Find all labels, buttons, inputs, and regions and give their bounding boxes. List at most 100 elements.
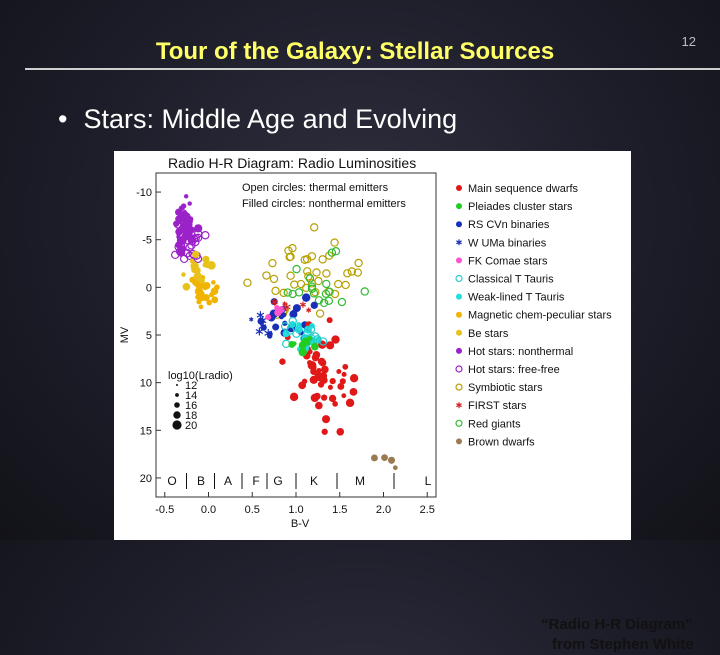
data-point — [341, 371, 347, 377]
data-point — [279, 288, 288, 298]
data-point — [318, 337, 328, 346]
y-tick-label: -10 — [136, 187, 152, 199]
data-point — [328, 394, 337, 403]
data-point — [255, 327, 264, 336]
size-legend-label: 14 — [185, 390, 197, 402]
y-tick-label: 15 — [140, 425, 152, 437]
data-point — [190, 261, 199, 271]
data-point — [187, 201, 192, 206]
data-point — [182, 282, 191, 291]
data-point — [185, 243, 194, 252]
legend-marker — [455, 365, 463, 373]
data-point — [326, 317, 333, 324]
data-point — [370, 454, 378, 462]
data-point — [202, 255, 210, 264]
slide-title: Tour of the Galaxy: Stellar Sources — [155, 38, 555, 65]
legend-label: Pleiades cluster stars — [468, 201, 573, 213]
data-point — [196, 299, 202, 305]
legend-marker — [456, 329, 462, 336]
x-tick-label: 1.5 — [332, 504, 347, 516]
data-point — [306, 307, 312, 313]
data-point — [202, 262, 208, 268]
legend-marker — [455, 383, 463, 391]
data-point — [345, 398, 355, 408]
spectral-class-label: L — [425, 474, 432, 488]
data-point — [332, 401, 338, 407]
data-point — [294, 288, 304, 297]
data-point — [315, 401, 323, 410]
data-point — [193, 272, 203, 281]
data-point — [249, 317, 254, 322]
data-point — [298, 347, 307, 357]
data-point — [324, 296, 333, 306]
data-point — [387, 456, 396, 464]
data-point — [314, 371, 323, 381]
data-point — [272, 323, 280, 331]
data-point — [201, 231, 210, 240]
data-point — [341, 393, 347, 399]
y-tick-label: 5 — [146, 330, 152, 342]
size-legend-label: 16 — [185, 400, 197, 412]
legend-label: FK Comae stars — [468, 255, 548, 267]
data-point — [326, 341, 335, 350]
y-tick-label: 20 — [140, 473, 152, 485]
data-point — [307, 360, 313, 366]
data-point — [268, 258, 277, 268]
data-point — [305, 340, 311, 346]
data-point — [183, 231, 192, 240]
data-point — [347, 267, 357, 276]
y-tick-label: -5 — [142, 235, 152, 247]
data-point — [279, 358, 286, 365]
legend-marker — [456, 347, 462, 354]
spectral-class-label: A — [224, 474, 232, 488]
legend-marker — [455, 274, 463, 283]
data-point — [289, 310, 298, 319]
size-legend-label: 18 — [185, 410, 197, 422]
data-point — [179, 211, 188, 221]
data-point — [312, 351, 321, 359]
legend-marker — [456, 185, 462, 191]
data-point — [284, 246, 293, 255]
data-point — [271, 298, 278, 306]
bullet-dot-icon: • — [58, 104, 68, 134]
data-point — [392, 465, 398, 471]
legend-label: FIRST stars — [468, 400, 527, 412]
data-point — [329, 378, 336, 385]
data-point — [195, 288, 203, 296]
data-point — [304, 272, 313, 281]
data-point — [211, 280, 216, 285]
plot-frame — [155, 172, 437, 498]
figure-caption: “Radio H-R Diagram” from Stephen White — [541, 615, 720, 655]
data-point — [173, 220, 183, 229]
data-point — [288, 316, 297, 326]
spectral-class-label: M — [355, 474, 365, 488]
spectral-class-label: B — [197, 474, 205, 488]
data-point — [325, 287, 334, 296]
data-point — [292, 329, 301, 338]
bullet-item: • Stars: Middle Age and Evolving — [58, 104, 457, 135]
data-point — [290, 280, 299, 289]
data-point — [195, 294, 201, 300]
data-point — [312, 268, 321, 277]
data-point — [343, 269, 352, 278]
data-point — [192, 250, 200, 259]
y-tick-label: 0 — [146, 282, 152, 294]
legend-label: Symbiotic stars — [468, 382, 543, 394]
x-tick-label: 0.0 — [201, 504, 216, 516]
data-point — [322, 269, 331, 278]
x-axis-label: B-V — [291, 518, 310, 530]
data-point — [309, 223, 319, 232]
x-tick-label: -0.5 — [155, 504, 174, 516]
data-point — [319, 298, 329, 308]
data-point — [321, 394, 328, 401]
data-point — [202, 294, 210, 302]
data-point — [330, 238, 339, 247]
legend-marker — [456, 239, 462, 246]
data-point — [294, 325, 303, 334]
legend-marker — [456, 311, 462, 318]
size-legend-marker — [176, 384, 178, 386]
data-point — [286, 271, 295, 280]
data-point — [300, 255, 309, 264]
data-point — [292, 264, 301, 274]
data-point — [319, 359, 327, 367]
